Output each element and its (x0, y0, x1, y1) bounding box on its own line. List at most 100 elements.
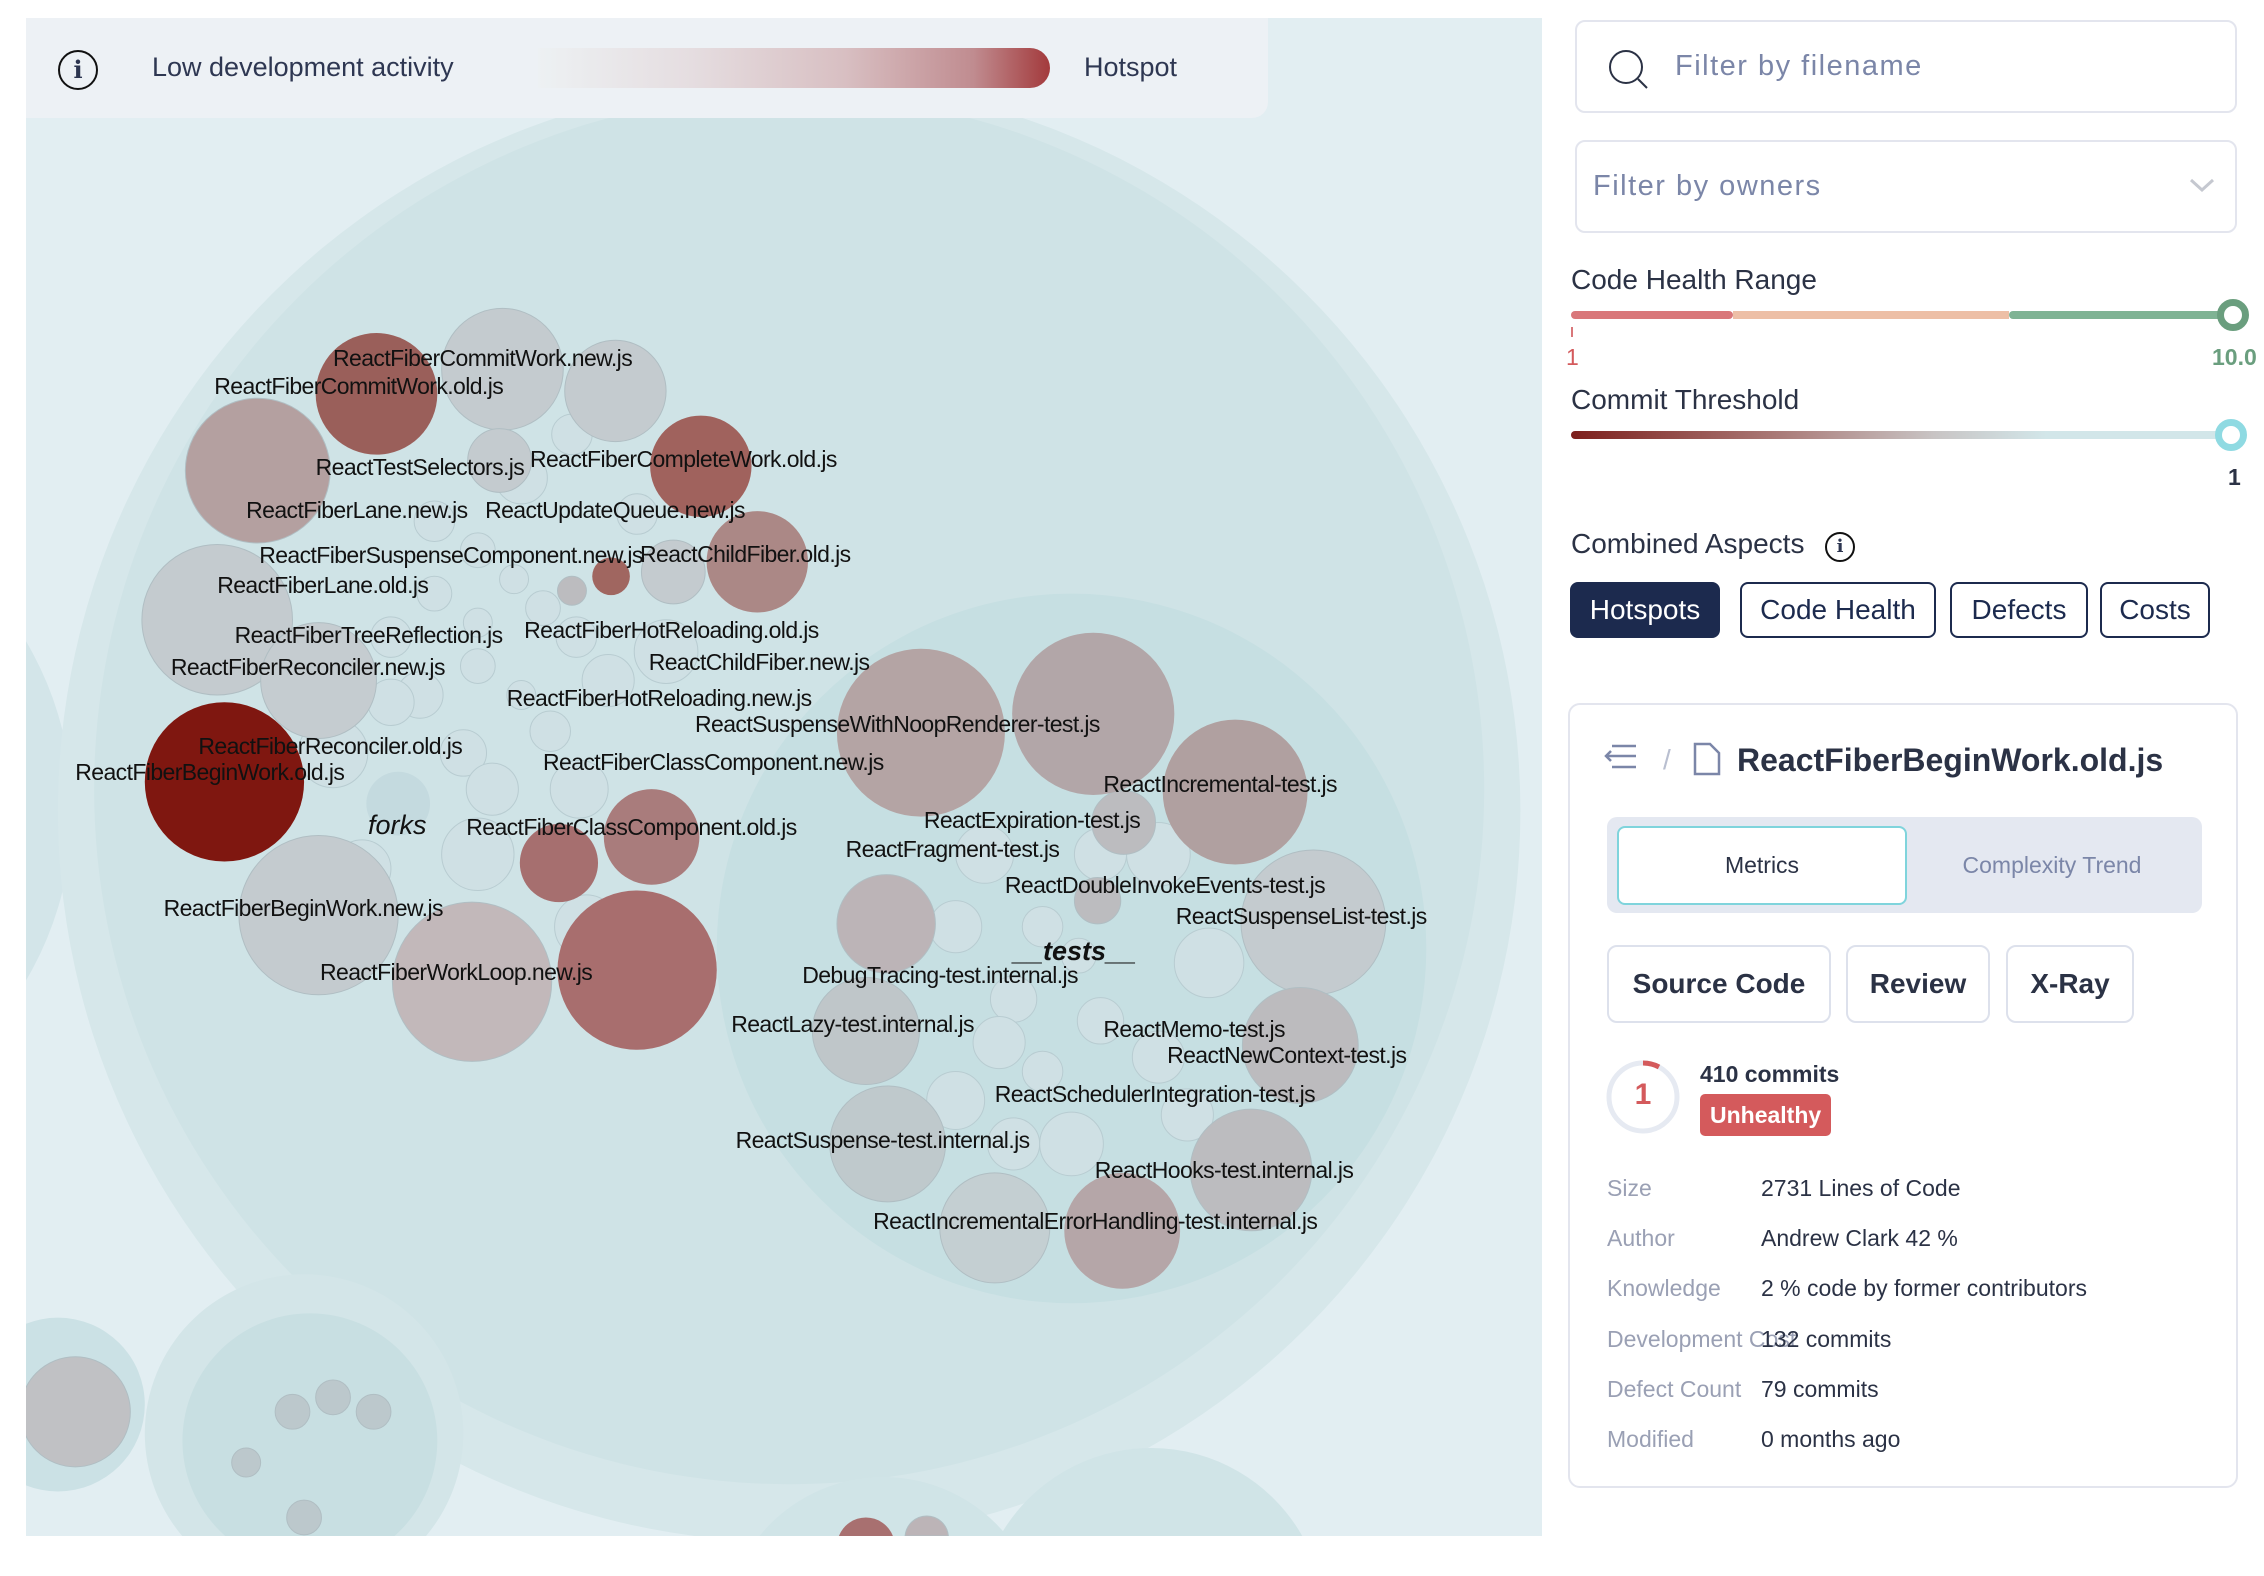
file-bubble[interactable] (441, 817, 515, 892)
file-bubble[interactable] (1173, 927, 1245, 999)
info-icon[interactable]: i (1825, 532, 1855, 562)
hotspot-bubble[interactable] (144, 702, 305, 862)
file-bubble[interactable] (1076, 997, 1125, 1045)
file-label[interactable]: ReactFiberCompleteWork.old.js (529, 446, 837, 473)
file-bubble[interactable] (1131, 1030, 1185, 1084)
file-label[interactable]: ReactTestSelectors.js (315, 453, 525, 480)
file-bubble[interactable] (499, 564, 530, 595)
owners-filter-dropdown[interactable]: Filter by owners (1575, 140, 2237, 233)
file-label[interactable]: ReactFiberReconciler.new.js (170, 653, 446, 680)
file-label[interactable]: ReactFiberWorkLoop.new.js (320, 959, 593, 986)
file-label[interactable]: ReactSchedulerIntegration-test.js (994, 1080, 1316, 1107)
commit-threshold-track[interactable] (1571, 431, 2231, 439)
source-code-button[interactable]: Source Code (1607, 945, 1831, 1023)
file-bubble[interactable] (1060, 937, 1097, 974)
file-bubble[interactable] (141, 543, 293, 696)
file-bubble[interactable] (184, 397, 331, 544)
file-bubble[interactable] (1091, 790, 1157, 855)
file-bubble[interactable] (939, 1172, 1051, 1284)
file-label[interactable]: DebugTracing-test.internal.js (802, 961, 1078, 988)
file-label[interactable]: ReactHooks-test.internal.js (1094, 1157, 1354, 1184)
file-bubble[interactable] (564, 339, 667, 443)
file-label[interactable]: ReactMemo-test.js (1103, 1015, 1285, 1042)
folder-circle[interactable] (182, 1313, 438, 1536)
file-label[interactable]: ReactIncrementalErrorHandling-test.inter… (873, 1208, 1318, 1235)
file-label[interactable]: ReactUpdateQueue.new.js (485, 497, 745, 524)
aspect-hotspots-button[interactable]: Hotspots (1570, 582, 1720, 638)
folder-circle[interactable] (759, 1476, 1008, 1536)
back-to-list-icon[interactable] (1604, 742, 1638, 772)
review-button[interactable]: Review (1846, 945, 1990, 1023)
file-bubble[interactable] (1039, 1111, 1104, 1177)
hotspot-bubble[interactable] (1162, 719, 1308, 865)
file-bubble[interactable] (926, 1071, 986, 1130)
file-label[interactable]: ReactChildFiber.new.js (648, 649, 870, 676)
hotspot-bubble[interactable] (519, 823, 599, 903)
tab-metrics[interactable]: Metrics (1617, 826, 1907, 905)
x-ray-button[interactable]: X-Ray (2006, 945, 2134, 1023)
file-bubble[interactable] (413, 500, 456, 543)
aspect-costs-button[interactable]: Costs (2100, 582, 2210, 638)
file-bubble[interactable] (506, 680, 537, 711)
file-label[interactable]: ReactLazy-test.internal.js (731, 1011, 974, 1038)
file-bubble[interactable] (459, 648, 496, 684)
file-bubble[interactable] (1189, 1108, 1313, 1232)
hotspot-map[interactable]: ReactFiberCommitWork.new.js ReactFiberCom… (26, 18, 1542, 1536)
file-bubble[interactable] (829, 1085, 947, 1203)
file-bubble[interactable] (465, 762, 519, 816)
filename-filter-input[interactable]: Filter by filename (1575, 20, 2237, 113)
file-bubble[interactable] (355, 1393, 392, 1430)
file-label[interactable]: ReactDoubleInvokeEvents-test.js (1004, 872, 1326, 899)
file-label[interactable]: ReactExpiration-test.js (923, 807, 1141, 834)
file-bubble[interactable] (416, 575, 453, 612)
info-icon[interactable]: i (58, 50, 98, 90)
file-bubble[interactable] (811, 976, 920, 1086)
file-bubble[interactable] (439, 729, 488, 777)
file-bubble[interactable] (972, 1015, 1026, 1070)
file-bubble[interactable] (904, 1515, 949, 1536)
file-bubble[interactable] (315, 1379, 351, 1416)
file-label[interactable]: ReactFragment-test.js (845, 835, 1060, 862)
hotspot-bubble[interactable] (838, 1517, 893, 1536)
file-label[interactable]: ReactFiberReconciler.old.js (198, 733, 463, 760)
file-bubble[interactable] (26, 1356, 131, 1468)
file-label[interactable]: ReactFiberBeginWork.old.js (75, 759, 345, 786)
file-bubble[interactable] (1021, 1050, 1064, 1093)
file-bubble[interactable] (633, 619, 699, 684)
hotspot-bubble[interactable] (592, 557, 630, 596)
file-bubble[interactable] (529, 710, 572, 753)
file-bubble[interactable] (1160, 1088, 1214, 1142)
file-bubble[interactable] (1021, 905, 1064, 948)
file-bubble[interactable] (525, 590, 561, 627)
file-label[interactable]: ReactFiberClassComponent.old.js (466, 814, 797, 841)
file-bubble[interactable] (1241, 987, 1359, 1104)
file-label[interactable]: ReactFiberLane.old.js (217, 572, 429, 599)
file-label[interactable]: ReactFiberSuspenseComponent.new.js (259, 542, 643, 569)
commit-threshold-handle[interactable] (2215, 419, 2247, 451)
code-health-max-handle[interactable] (2217, 299, 2249, 331)
file-bubble[interactable] (616, 493, 658, 535)
file-bubble[interactable] (836, 874, 936, 974)
folder-label-forks[interactable]: forks (368, 810, 427, 840)
file-label[interactable]: ReactFiberHotReloading.old.js (524, 617, 819, 644)
file-bubble[interactable] (640, 539, 706, 605)
hotspot-bubble[interactable] (603, 789, 700, 885)
file-bubble[interactable] (955, 824, 1015, 884)
file-label[interactable]: ReactFiberBeginWork.new.js (163, 895, 444, 922)
file-label[interactable]: ReactFiberCommitWork.new.js (333, 345, 633, 372)
file-bubble[interactable] (556, 575, 587, 606)
file-bubble[interactable] (274, 1393, 311, 1430)
file-label[interactable]: ReactNewContext-test.js (1167, 1041, 1407, 1068)
aspect-code-health-button[interactable]: Code Health (1740, 582, 1936, 638)
file-bubble[interactable] (549, 759, 609, 819)
file-bubble[interactable] (929, 900, 983, 954)
file-bubble[interactable] (260, 622, 377, 739)
folder-circle[interactable] (1000, 1447, 1303, 1536)
file-label[interactable]: ReactChildFiber.old.js (640, 540, 851, 567)
file-label[interactable]: ReactSuspenseWithNoopRenderer-test.js (695, 711, 1100, 738)
file-label[interactable]: ReactFiberTreeReflection.js (234, 621, 504, 648)
folder-circle[interactable] (26, 478, 73, 1144)
tab-complexity-trend[interactable]: Complexity Trend (1962, 852, 2142, 878)
aspect-defects-button[interactable]: Defects (1950, 582, 2088, 638)
file-bubble[interactable] (462, 607, 493, 638)
